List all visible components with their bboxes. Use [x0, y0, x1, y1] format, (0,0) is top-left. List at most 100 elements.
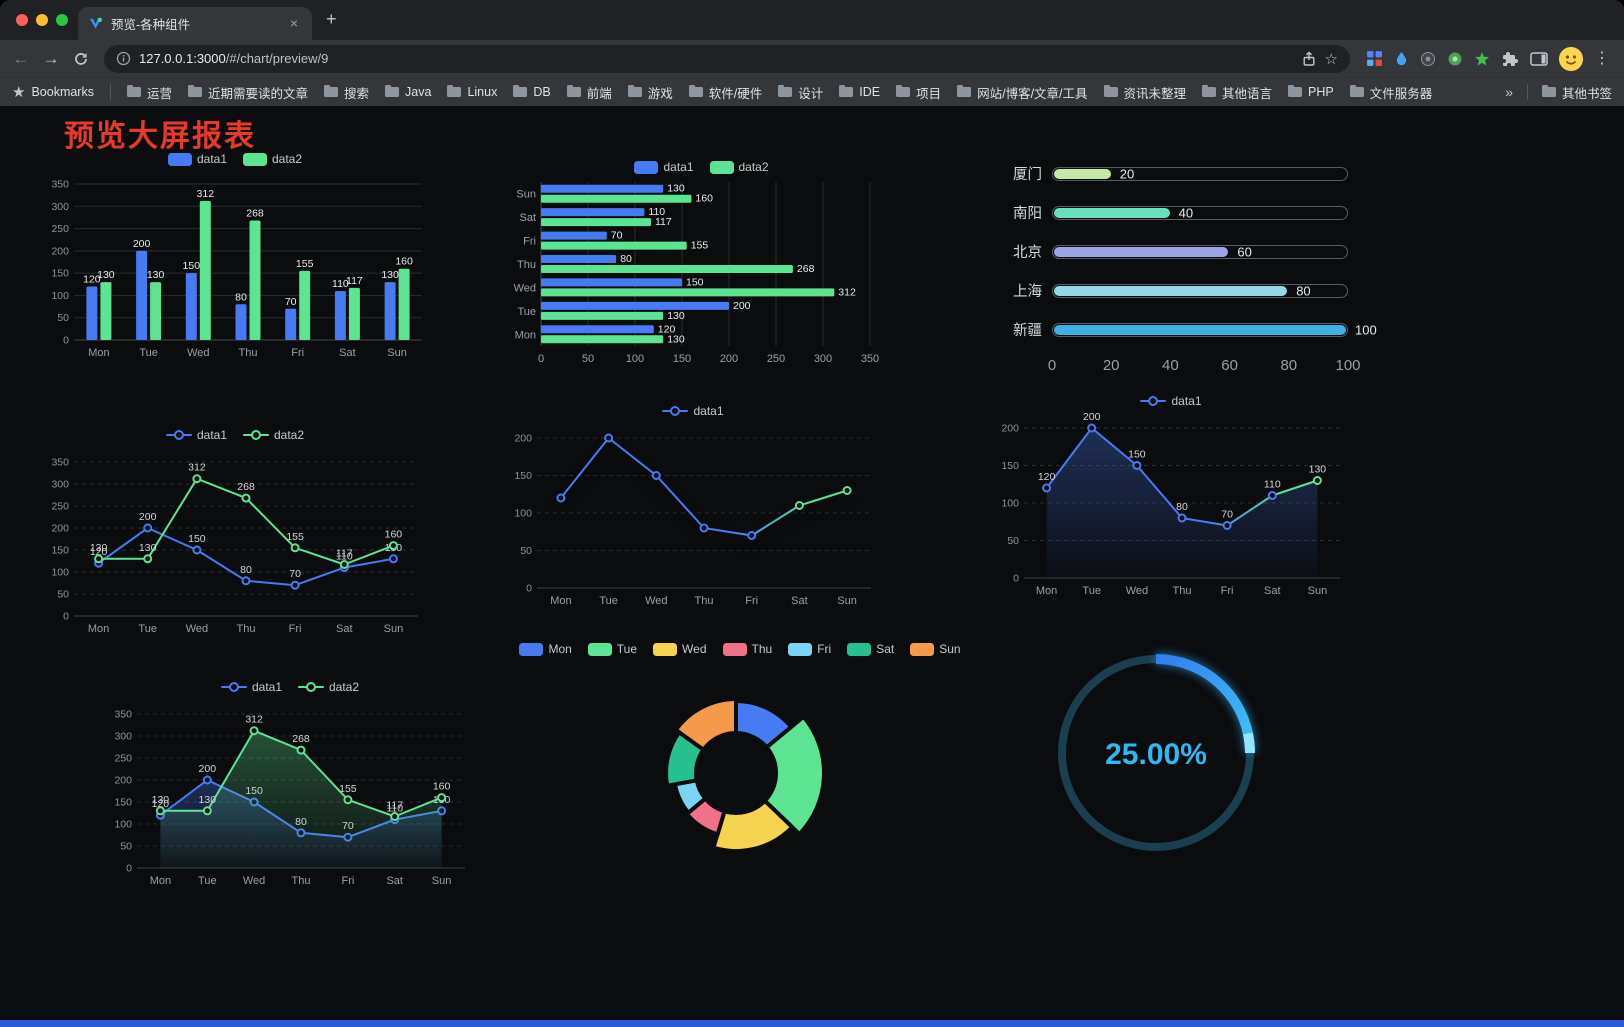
progress-track: 100 — [1052, 322, 1377, 337]
svg-text:155: 155 — [286, 531, 304, 543]
legend-item-data2[interactable]: data2 — [298, 680, 359, 694]
svg-text:117: 117 — [336, 548, 353, 560]
forward-button[interactable]: → — [42, 48, 60, 68]
svg-text:300: 300 — [114, 731, 132, 743]
extension-icon[interactable] — [1474, 51, 1490, 67]
bookmark-folder[interactable]: 软件/硬件 — [688, 83, 762, 102]
legend-marker — [243, 430, 269, 440]
svg-text:Sat: Sat — [336, 623, 353, 635]
axis-tick-label: 0 — [1047, 357, 1057, 374]
bookmark-folder[interactable]: 文件服务器 — [1349, 83, 1432, 102]
bookmark-folder[interactable]: 搜索 — [324, 83, 369, 102]
legend-item-Wed[interactable]: Wed — [653, 642, 707, 656]
progress-value: 80 — [1296, 283, 1311, 298]
bookmark-folder[interactable]: IDE — [839, 84, 880, 99]
browser-tab[interactable]: 预览-各种组件 × — [78, 7, 312, 40]
back-button[interactable]: ← — [12, 48, 30, 68]
svg-text:312: 312 — [838, 286, 856, 298]
pie-chart-canvas[interactable] — [555, 660, 925, 892]
maximize-window-button[interactable] — [56, 14, 68, 26]
legend-item-Sat[interactable]: Sat — [847, 642, 894, 656]
legend-item-data1[interactable]: data1 — [1140, 394, 1202, 408]
svg-text:Tue: Tue — [517, 306, 536, 318]
bookmarks-overflow-chevron[interactable]: » — [1505, 84, 1513, 100]
legend-item-data1[interactable]: data1 — [167, 152, 227, 166]
legend-item-Mon[interactable]: Mon — [519, 642, 572, 656]
svg-text:120: 120 — [1038, 471, 1056, 483]
svg-text:160: 160 — [385, 529, 403, 541]
menu-kebab-icon[interactable]: ⋮ — [1594, 49, 1610, 67]
legend-item-Sun[interactable]: Sun — [910, 642, 961, 656]
url-bar[interactable]: 127.0.0.1:3000/#/chart/preview/9 ☆ — [104, 44, 1350, 73]
bookmark-folder[interactable]: 运营 — [126, 83, 172, 102]
svg-text:Sun: Sun — [516, 189, 536, 201]
other-bookmarks-folder[interactable]: 其他书签 — [1541, 83, 1612, 102]
svg-text:100: 100 — [626, 353, 644, 365]
svg-text:Thu: Thu — [1173, 585, 1192, 597]
bookmark-folder[interactable]: 项目 — [896, 83, 941, 102]
svg-text:Fri: Fri — [523, 236, 536, 248]
bookmarks-manager[interactable]: ★ Bookmarks — [12, 83, 94, 101]
area-chart-canvas[interactable]: 0 50 100 150 200 Mon Tue Wed Thu Fri Sat Sun 120 200 1… — [990, 412, 1352, 602]
legend-item-Fri[interactable]: Fri — [788, 642, 831, 656]
svg-text:Mon: Mon — [88, 347, 109, 359]
svg-text:250: 250 — [767, 353, 785, 365]
area-chart-canvas[interactable]: 0 50 100 150 200 250 300 350 Mon Tue Wed Thu Fri Sat S… — [103, 698, 477, 892]
minimize-window-button[interactable] — [36, 14, 48, 26]
extensions-puzzle-icon[interactable] — [1501, 50, 1519, 68]
chart-legend: data1 data2 — [505, 156, 898, 178]
extension-icon[interactable] — [1366, 50, 1383, 67]
svg-text:130: 130 — [147, 269, 165, 281]
extension-icon[interactable] — [1447, 51, 1463, 67]
svg-text:200: 200 — [133, 238, 151, 250]
legend-item-data2[interactable]: data2 — [243, 428, 304, 442]
bookmark-star-icon[interactable]: ☆ — [1324, 50, 1338, 68]
legend-marker — [587, 642, 612, 656]
new-tab-button[interactable]: + — [326, 9, 337, 29]
bookmark-folder[interactable]: 游戏 — [627, 83, 673, 102]
profile-avatar[interactable] — [1559, 46, 1583, 71]
bookmark-label: 资讯未整理 — [1123, 86, 1187, 101]
site-info-icon[interactable] — [116, 51, 131, 66]
legend-item-Thu[interactable]: Thu — [722, 642, 772, 656]
bookmark-folder[interactable]: DB — [513, 84, 551, 99]
axis-tick-label: 20 — [1102, 357, 1120, 374]
tab-close-icon[interactable]: × — [289, 14, 299, 31]
legend-item-data1[interactable]: data1 — [165, 428, 227, 442]
legend-item-data1[interactable]: data1 — [634, 160, 694, 174]
reload-button[interactable] — [66, 44, 96, 74]
bookmark-folder[interactable]: 资讯未整理 — [1103, 83, 1187, 102]
extension-icon[interactable] — [1420, 51, 1436, 67]
svg-text:110: 110 — [332, 278, 349, 290]
legend-item-data2[interactable]: data2 — [709, 160, 769, 174]
legend-item-data1[interactable]: data1 — [662, 404, 724, 418]
page-title: 预览大屏报表 — [64, 120, 256, 153]
bookmark-folder[interactable]: 网站/博客/文章/工具 — [957, 83, 1088, 102]
share-icon[interactable] — [1301, 50, 1317, 67]
svg-text:0: 0 — [126, 863, 132, 875]
bookmark-folder[interactable]: PHP — [1288, 84, 1334, 99]
folder-icon — [385, 84, 400, 97]
legend-label: data1 — [251, 680, 282, 694]
legend-item-Tue[interactable]: Tue — [587, 642, 637, 656]
legend-item-data2[interactable]: data2 — [243, 152, 302, 166]
folder-icon — [513, 84, 528, 97]
bookmark-folder[interactable]: 设计 — [778, 83, 823, 102]
bookmark-folder[interactable]: 近期需要读的文章 — [188, 83, 308, 102]
bookmark-folder[interactable]: 前端 — [566, 83, 612, 102]
gauge-canvas[interactable]: 25.00% — [1046, 643, 1266, 863]
legend-item-data1[interactable]: data1 — [220, 680, 282, 694]
bookmark-folder[interactable]: Linux — [447, 84, 497, 99]
bookmark-folder[interactable]: Java — [385, 84, 431, 99]
legend-marker — [243, 152, 267, 166]
bookmarks-label: Bookmarks — [31, 85, 94, 99]
line-chart-dual: data1 data2 0 50 100 150 200 250 300 350 Mon Tue We… — [40, 424, 430, 642]
line-chart-canvas[interactable]: 0 50 100 150 200 Mon Tue Wed Thu Fri Sat Sun — [503, 422, 883, 612]
side-panel-icon[interactable] — [1530, 51, 1548, 67]
extension-icon[interactable] — [1394, 51, 1409, 66]
close-window-button[interactable] — [16, 14, 28, 26]
bar-chart-canvas[interactable]: 050100150200250300350Mon120130Tue200130W… — [40, 170, 430, 364]
bookmark-folder[interactable]: 其他语言 — [1202, 83, 1272, 102]
line-chart-canvas[interactable]: 0 50 100 150 200 250 300 350 Mon Tue Wed Thu Fri Sat S… — [40, 446, 430, 640]
